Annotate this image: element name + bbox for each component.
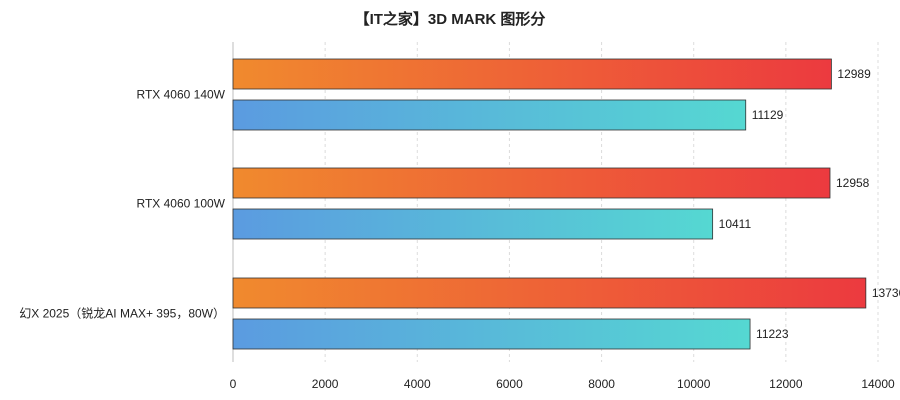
bar-series-2	[232, 318, 751, 350]
bar-series-2	[232, 99, 747, 131]
data-label: 11223	[756, 327, 789, 341]
label-layer: 0 2000 4000 6000 8000 10000 12000 14000 12989 111…	[19, 67, 900, 391]
bar-series-1	[232, 167, 831, 199]
x-tick-label: 14000	[861, 377, 895, 391]
x-tick-label: 4000	[404, 377, 431, 391]
data-label: 11129	[752, 108, 784, 122]
data-label: 13736	[872, 286, 900, 300]
x-tick-label: 2000	[312, 377, 339, 391]
data-label: 10411	[719, 217, 752, 231]
data-label: 12958	[836, 176, 870, 190]
x-tick-label: 10000	[677, 377, 711, 391]
category-label: RTX 4060 140W	[137, 88, 226, 102]
bar-series-2	[232, 208, 714, 240]
x-tick-label: 8000	[588, 377, 615, 391]
chart-title: 【IT之家】3D MARK 图形分	[354, 11, 546, 28]
bar-series-1	[232, 277, 867, 309]
data-label: 12989	[837, 67, 871, 81]
category-label: RTX 4060 100W	[137, 197, 226, 211]
grid-layer	[232, 42, 879, 362]
category-label: 幻X 2025（锐龙AI MAX+ 395，80W）	[19, 307, 225, 321]
x-tick-label: 6000	[496, 377, 523, 391]
bar-series-1	[232, 58, 832, 90]
x-tick-label: 0	[230, 377, 237, 391]
bar-layer	[232, 58, 867, 350]
x-tick-label: 12000	[769, 377, 803, 391]
